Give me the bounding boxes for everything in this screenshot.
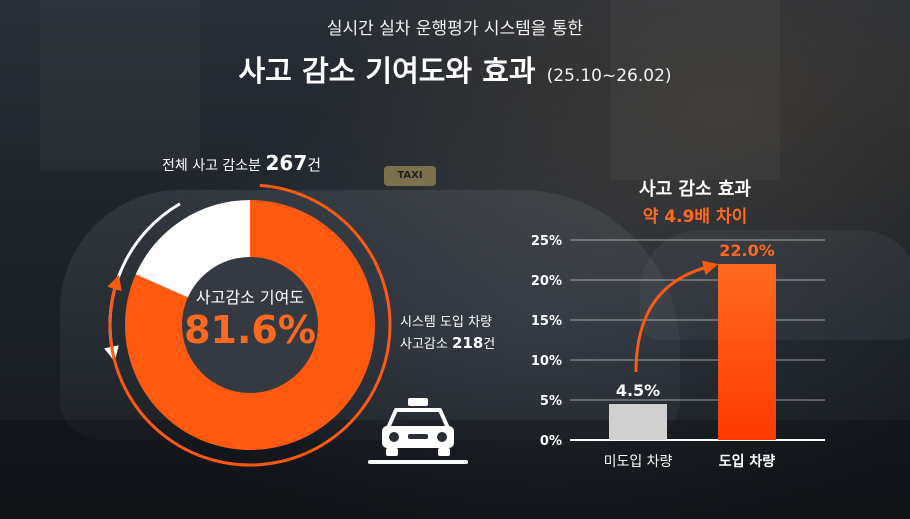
bar-marks: 4.5% 미도입 차량 22.0% 도입 차량 <box>604 241 776 470</box>
bar-value-label: 22.0% <box>719 241 775 260</box>
header-subtitle: 실시간 실차 운행평가 시스템을 통한 <box>326 19 584 39</box>
effect-title: 사고 감소 효과 <box>639 179 751 200</box>
bar-value-label: 4.5% <box>616 381 660 400</box>
system-reduction-value: 218 <box>451 334 484 352</box>
background-building-left <box>40 0 200 170</box>
increase-arrow <box>634 260 719 373</box>
system-arc-arrow <box>107 183 392 467</box>
total-reduction-value: 267 <box>265 151 308 175</box>
total-reduction-label: 전체 사고 감소분 267건 <box>162 151 321 175</box>
period-label: (25.10~26.02) <box>546 66 672 86</box>
taxi-icon <box>368 398 468 464</box>
donut-center-value: 81.6% <box>184 308 316 352</box>
x-category-label: 도입 차량 <box>719 454 776 470</box>
y-tick-label: 10% <box>531 354 562 369</box>
donut-center-label: 사고감소 기여도 <box>195 288 305 307</box>
system-reduction-line2: 사고감소 218건 <box>400 333 495 355</box>
page-title: 사고 감소 기여도와 효과 <box>238 54 536 88</box>
system-reduction-label: 시스템 도입 차량 사고감소 218건 <box>400 313 495 355</box>
bar-0 <box>609 404 667 440</box>
contribution-donut-chart <box>104 183 392 467</box>
bar-grid: 0% 5% 10% 15% 20% 25% <box>531 234 825 449</box>
total-reduction-prefix: 전체 사고 감소분 <box>162 158 262 174</box>
y-tick-label: 25% <box>531 234 562 249</box>
background-taxi-sign: TAXI <box>384 166 436 186</box>
x-category-label: 미도입 차량 <box>604 454 673 470</box>
bar-1 <box>718 264 776 440</box>
donut-hole <box>182 257 318 393</box>
background-building-right <box>610 0 780 180</box>
system-reduction-line1: 시스템 도입 차량 <box>400 315 492 330</box>
y-tick-label: 15% <box>531 314 562 329</box>
effect-bar-chart: 0% 5% 10% 15% 20% 25% 4.5% 미도입 차량 22.0% 도입 차량 <box>531 234 825 470</box>
y-tick-label: 20% <box>531 274 562 289</box>
effect-subtitle: 약 4.9배 차이 <box>642 207 748 227</box>
total-reduction-unit: 건 <box>307 156 322 174</box>
system-reduction-prefix: 사고감소 <box>400 337 448 352</box>
header-title-row: 사고 감소 기여도와 효과 (25.10~26.02) <box>0 48 910 90</box>
system-reduction-unit: 건 <box>483 337 496 352</box>
y-tick-label: 0% <box>540 434 562 449</box>
y-tick-label: 5% <box>540 394 562 409</box>
